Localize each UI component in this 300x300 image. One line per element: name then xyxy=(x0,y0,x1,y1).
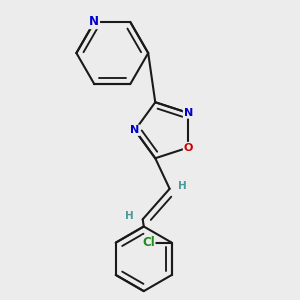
Text: O: O xyxy=(184,142,193,153)
Text: Cl: Cl xyxy=(142,236,155,249)
Text: N: N xyxy=(130,125,140,135)
Text: H: H xyxy=(178,181,187,191)
Text: N: N xyxy=(89,16,99,28)
Text: N: N xyxy=(184,108,193,118)
Text: H: H xyxy=(125,212,134,221)
